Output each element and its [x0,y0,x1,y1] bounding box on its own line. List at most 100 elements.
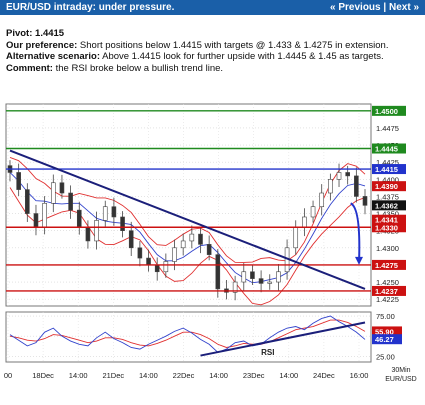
rsi-tag-label: 46.27 [375,335,394,344]
candle-body [50,182,56,204]
price-tag-label: 1.4362 [375,201,398,210]
rsi-tag-55.90 [372,326,402,337]
price-tick-label: 1.4425 [376,158,399,167]
candle-body [198,233,203,245]
level-tag-label: 1.4445 [375,145,398,154]
candle-body [25,189,30,214]
candle-body [310,206,316,218]
level-tag-label: 1.4275 [375,261,398,270]
price-chart-svg: 1.42251.42501.42751.43001.43251.43501.43… [4,103,417,383]
candle-body [276,271,281,283]
chart-title: EUR/USD intraday: under pressure. [6,2,175,13]
candle-body [163,261,169,273]
rsi-label: RSI [261,348,274,357]
rsi-tag-label: 55.90 [375,327,394,336]
comment-line: Comment: the RSI broke below a bullish t… [6,63,421,75]
candle-body [137,247,143,259]
candle-body [250,271,255,279]
price-tick-label: 1.4225 [376,295,399,304]
candle-body [94,220,99,242]
time-tick-label: 14:00 [69,371,88,380]
projection-arrow-head [355,256,363,265]
preference-label: Our preference: [6,39,78,51]
candle-body [215,254,221,290]
candle-body [328,179,333,194]
candle-body [319,192,325,208]
candle-body [68,192,73,211]
candle-body [362,196,368,206]
candle-body [111,206,117,218]
candle-body [345,172,350,177]
comment-label: Comment: [6,62,53,74]
level-tag-label: 1.4237 [375,287,398,296]
preference-text: Short positions below 1.4415 with target… [79,39,389,51]
level-tag-label: 1.4330 [375,223,398,232]
alternative-label: Alternative scenario: [6,51,100,62]
alternative-text: Above 1.4415 look for further upside wit… [102,51,384,62]
candle-body [42,202,47,228]
level-tag-1.4415 [372,164,406,175]
pivot-label: Pivot: [6,28,33,39]
price-tag-1.4341 [372,214,406,225]
candle-body [302,216,307,228]
candle-body [336,172,342,180]
preference-line: Our preference: Short positions below 1.… [6,40,421,52]
candle-body [189,233,195,242]
time-tick-label: 00 [4,371,12,380]
window-header: EUR/USD intraday: under pressure. « Prev… [0,0,425,15]
rsi-panel-frame [5,311,372,363]
level-tag-1.4330 [372,222,406,233]
candle-body [206,244,212,255]
projection-arrow-line [350,202,361,263]
nav-separator: | [383,2,387,13]
candle-body [76,209,82,228]
price-tick-label: 1.4375 [376,192,399,201]
downtrend-line [9,149,366,290]
candle-body [102,206,108,221]
time-tick-label: 18Dec [32,371,54,380]
next-link[interactable]: Next » [388,2,419,13]
candle-body [154,264,160,273]
pivot-line: Pivot: 1.4415 [6,28,421,40]
candle-body [59,182,65,194]
time-tick-label: 14:00 [279,371,298,380]
instrument-axis-label: EUR/USD [385,376,417,383]
candle-body [241,271,247,283]
analysis-text: Pivot: 1.4415 Our preference: Short posi… [6,28,421,74]
price-tag-label: 1.4341 [375,216,398,225]
candle-body [120,216,125,231]
price-tick-label: 1.4400 [376,175,399,184]
price-tag-label: 1.4390 [375,182,398,191]
time-tick-label: 14:00 [139,371,158,380]
time-tick-label: 14:00 [209,371,228,380]
lower-band-line [9,187,366,306]
rsi-line [9,315,366,353]
candle-body [258,278,264,284]
pivot-value: 1.4415 [35,28,65,39]
chart-area: 1.42251.42501.42751.43001.43251.43501.43… [0,100,425,400]
time-tick-label: 22Dec [173,371,195,380]
level-tag-1.4445 [372,143,406,154]
rsi-tick-label: 75.00 [376,312,395,321]
comment-text: the RSI broke below a bullish trend line… [55,62,224,74]
level-tag-label: 1.4415 [375,165,398,174]
candle-body [128,230,134,249]
previous-link[interactable]: « Previous [330,2,381,13]
time-tick-label: 21Dec [102,371,124,380]
level-tag-1.4237 [372,285,406,296]
candle-body [146,257,151,266]
time-tick-label: 16:00 [350,371,369,380]
level-tag-1.4500 [372,105,406,116]
alternative-line: Alternative scenario: Above 1.4415 look … [6,51,421,63]
candle-body [172,247,177,262]
price-tag-1.4390 [372,181,406,192]
level-tag-1.4275 [372,259,406,270]
candle-body [354,175,359,197]
navigation: « Previous | Next » [330,2,419,13]
main-panel-frame [5,103,372,307]
price-tick-label: 1.4350 [376,210,399,219]
candle-body [267,281,273,284]
time-axis-unit-label: 30Min [391,367,410,374]
candle-body [232,281,238,293]
candle-body [180,240,186,249]
